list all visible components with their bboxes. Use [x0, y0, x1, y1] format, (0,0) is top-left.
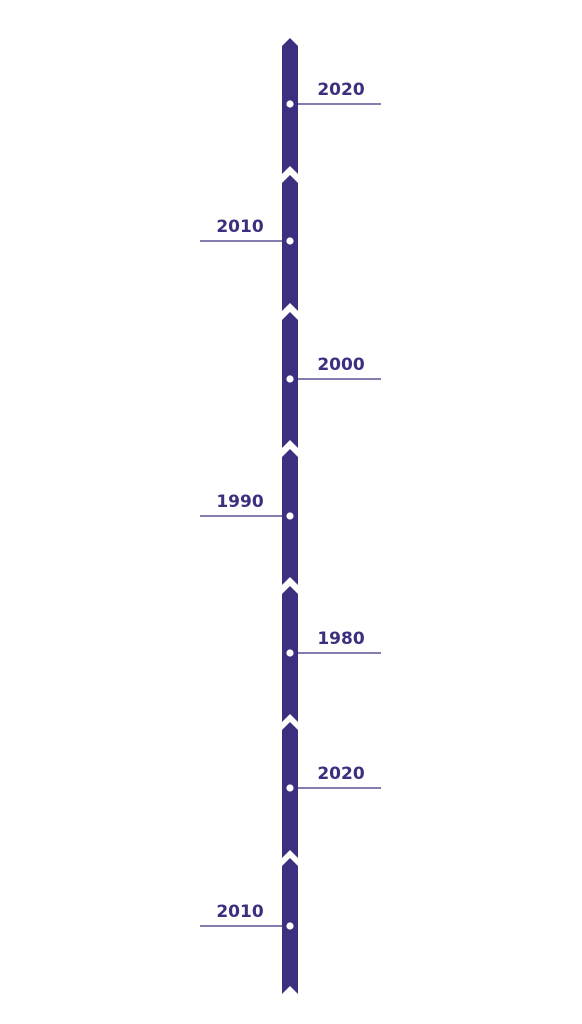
- timeline-dot: [286, 512, 294, 520]
- timeline-dot: [286, 649, 294, 657]
- timeline-dot: [286, 922, 294, 930]
- year-label: 2000: [317, 355, 364, 375]
- timeline-dot: [286, 375, 294, 383]
- year-label: 2020: [317, 764, 364, 784]
- year-label: 2010: [216, 902, 263, 922]
- year-label: 1980: [317, 629, 364, 649]
- timeline-dot: [286, 237, 294, 245]
- timeline-dot: [286, 784, 294, 792]
- year-label: 2020: [317, 80, 364, 100]
- year-label: 1990: [216, 492, 263, 512]
- timeline-dot: [286, 100, 294, 108]
- year-label: 2010: [216, 217, 263, 237]
